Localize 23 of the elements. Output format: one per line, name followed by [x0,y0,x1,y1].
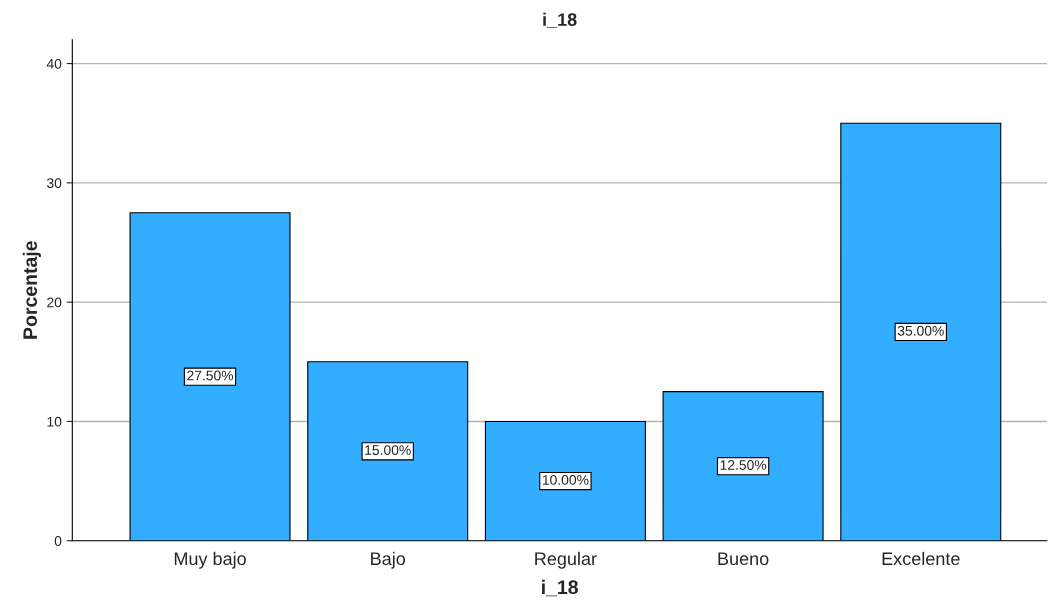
chart-title: i_18 [543,12,577,29]
data-label: 35.00% [897,325,944,336]
y-tick-label: 30 [46,178,62,189]
y-tick-label: 0 [54,536,62,546]
x-tick-label: Muy bajo [174,551,246,569]
y-tick-label: 10 [47,416,62,427]
x-tick-label: Excelente [882,551,960,566]
bar [129,212,291,541]
bar [484,420,646,541]
bar [840,122,1002,541]
bar [662,391,824,541]
data-label: 15.00% [365,445,411,455]
data-label: 10.00% [542,474,589,485]
x-tick-label: Bajo [371,551,406,569]
x-axis-title: i_18 [542,579,578,597]
data-label: 12.50% [720,460,767,470]
y-tick-label: 20 [47,297,62,308]
y-tick-label: 40 [46,58,62,69]
x-tick-label: Regular [535,551,597,569]
x-tick-label: Bueno [718,552,769,566]
bar [307,361,469,541]
data-label: 27.50% [187,370,234,381]
y-axis-title: Porcentaje [22,241,41,339]
